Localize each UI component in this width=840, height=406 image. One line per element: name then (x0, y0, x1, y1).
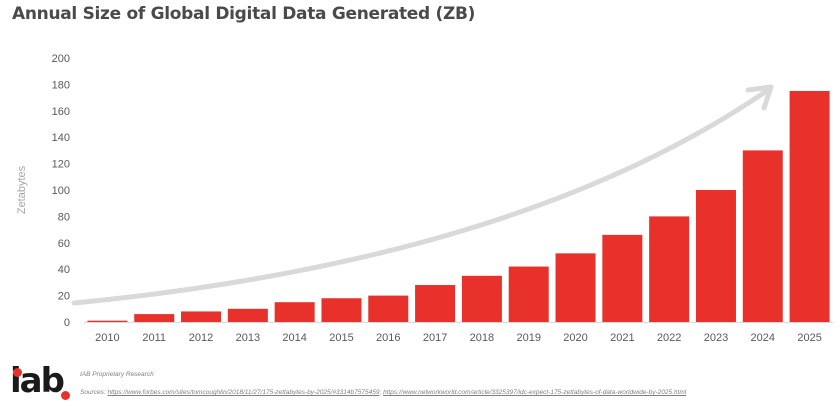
y-tick-label: 40 (58, 264, 70, 276)
logo-dot-icon (13, 368, 22, 377)
y-tick-label: 20 (58, 291, 70, 303)
source-link-networkworld[interactable]: https://www.networkworld.com/article/332… (383, 389, 687, 396)
bar-2015 (321, 298, 362, 322)
x-tick-label: 2017 (423, 332, 447, 344)
source-link-forbes[interactable]: https://www.forbes.com/sites/tomcoughlin… (107, 389, 380, 396)
y-tick-label: 0 (64, 317, 70, 329)
x-tick-label: 2022 (657, 332, 681, 344)
bar-2020 (555, 253, 596, 322)
y-tick-label: 180 (52, 79, 70, 91)
x-tick-label: 2018 (470, 332, 494, 344)
y-tick-label: 160 (52, 106, 70, 118)
x-tick-label: 2025 (797, 332, 821, 344)
bar-2024 (742, 150, 783, 322)
y-tick-label: 120 (52, 159, 70, 171)
x-tick-label: 2023 (704, 332, 728, 344)
x-tick-label: 2024 (751, 332, 775, 344)
x-tick-label: 2020 (563, 332, 587, 344)
bar-2014 (274, 302, 315, 322)
x-tick-label: 2016 (376, 332, 400, 344)
bar-2022 (649, 216, 690, 322)
y-tick-label: 140 (52, 132, 70, 144)
bar-2018 (461, 275, 502, 322)
bar-2016 (368, 295, 409, 322)
y-axis-label: Zetabytes (16, 165, 28, 214)
bar-2012 (181, 311, 222, 322)
bar-2025 (789, 91, 830, 322)
chart-title: Annual Size of Global Digital Data Gener… (12, 4, 476, 24)
y-axis-ticks: 0 20 40 60 80 100 120 140 160 180 200 (52, 53, 70, 329)
bar-2021 (602, 234, 643, 322)
bar-2011 (134, 314, 175, 322)
x-tick-label: 2012 (189, 332, 213, 344)
trend-arrow-head (745, 84, 774, 111)
x-tick-label: 2010 (95, 332, 119, 344)
x-tick-label: 2015 (329, 332, 353, 344)
bar-2017 (415, 285, 456, 322)
x-tick-label: 2014 (282, 332, 306, 344)
bars (87, 91, 830, 322)
sources-label: Sources: (80, 389, 106, 396)
x-axis-ticks: 2010 2011 2012 2013 2014 2015 2016 2017 2018 2019… (95, 332, 822, 344)
bar-2013 (227, 308, 268, 322)
trend-arrow-curve (71, 87, 771, 306)
x-tick-label: 2019 (516, 332, 540, 344)
bar-2023 (695, 190, 736, 322)
x-tick-label: 2013 (236, 332, 260, 344)
sources-line: Sources: https://www.forbes.com/sites/to… (80, 389, 687, 396)
trend-arrow (71, 84, 774, 306)
research-note: IAB Proprietary Research (80, 371, 154, 378)
bar-2010 (87, 320, 128, 322)
y-tick-label: 80 (58, 211, 70, 223)
x-tick-label: 2021 (610, 332, 634, 344)
y-tick-label: 60 (58, 238, 70, 250)
y-tick-label: 100 (52, 185, 70, 197)
y-tick-label: 200 (52, 53, 70, 65)
bar-2019 (508, 266, 549, 322)
x-tick-label: 2011 (142, 332, 166, 344)
logo-period-icon (61, 391, 70, 400)
iab-logo: iab (10, 362, 70, 400)
